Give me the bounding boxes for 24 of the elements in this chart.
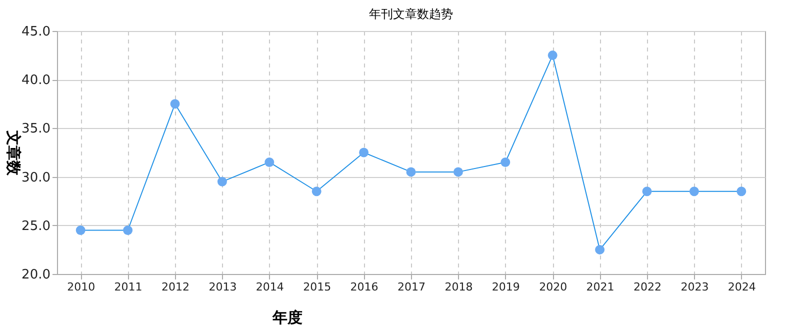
y-tick-label: 45.0 xyxy=(22,24,50,40)
y-tick-label: 25.0 xyxy=(22,218,50,234)
x-tick-label: 2010 xyxy=(67,280,96,294)
x-axis-title: 年度 xyxy=(272,308,302,326)
y-tick-label: 35.0 xyxy=(22,122,50,137)
x-tick-label: 2012 xyxy=(162,280,190,294)
x-tick-label: 2023 xyxy=(680,280,709,294)
y-tick-label: 40.0 xyxy=(22,73,50,88)
x-tick-label: 2015 xyxy=(303,280,332,294)
x-tick-label: 2016 xyxy=(350,280,378,294)
y-axis-title: 文章数 xyxy=(4,130,23,176)
y-tick-label: 20.0 xyxy=(22,268,50,282)
chart-title: 年刊文章数趋势 xyxy=(369,7,453,21)
x-tick-label: 2019 xyxy=(492,280,520,294)
y-tick-label: 30.0 xyxy=(22,170,50,186)
x-tick-label: 2011 xyxy=(114,280,142,294)
x-tick-label: 2020 xyxy=(539,280,568,294)
x-tick-label: 2013 xyxy=(208,280,237,294)
x-tick-label: 2022 xyxy=(634,280,662,294)
x-tick-label: 2024 xyxy=(728,280,756,294)
x-tick-label: 2017 xyxy=(398,280,426,294)
x-tick-label: 2014 xyxy=(256,280,284,294)
x-tick-label: 2021 xyxy=(586,280,614,294)
x-tick-label: 2018 xyxy=(444,280,473,294)
